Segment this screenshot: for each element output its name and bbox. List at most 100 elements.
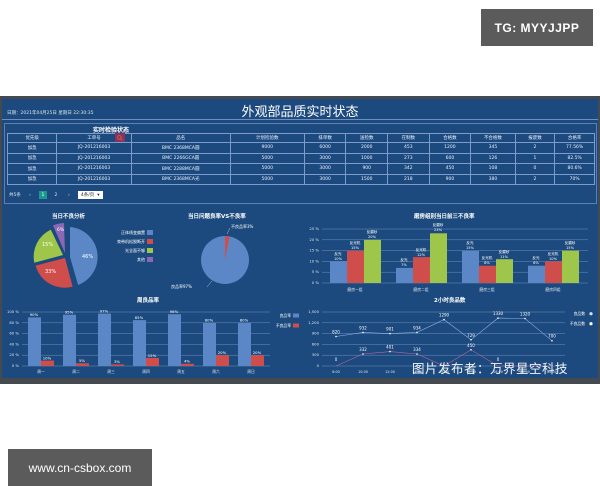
cell-pass-rate: 77.56% [554,142,595,154]
svg-text:85%: 85% [135,315,144,320]
svg-text:97%: 97% [100,309,109,314]
svg-text:700: 700 [548,334,556,339]
legend-label: 其他 [137,256,145,262]
table-row[interactable]: 加急 JQ-201216003 BMC 2266GCA圆 5000 3000 1… [6,152,595,164]
svg-text:反光机: 反光机 [416,247,427,252]
svg-text:96%: 96% [170,309,179,314]
svg-text:40 %: 40 % [9,342,19,347]
cell-submitted: 2000 [345,142,389,154]
bad-count-line [335,349,552,367]
pagination: 共5条 ‹ 1 2 › 4条/页 ▾ [9,191,103,199]
svg-text:8%: 8% [533,261,539,265]
col-scrapped[interactable]: 报废数 [514,133,556,143]
cell-order-no: JQ-201216003 [56,152,132,164]
svg-text:4%: 4% [184,359,190,364]
col-order-no[interactable]: 工单号 [56,133,132,143]
svg-text:反磨砂: 反磨砂 [499,249,510,254]
svg-text:反光: 反光 [400,257,408,262]
cell-failed: 380 [470,173,516,185]
pagination-page-1[interactable]: 1 [38,191,47,199]
col-scheduled[interactable]: 排单数 [303,133,347,143]
dropdown-caret-icon: ▾ [97,192,100,198]
col-wip[interactable]: 在制数 [387,133,430,143]
cell-product: BMC 2368MCA圆 [130,142,231,154]
legend-swatch [147,230,153,235]
col-plan-qty[interactable]: 计划检验数 [229,133,305,143]
weekly-yield-chart: 0 % 20 % 40 % 60 % 80 % 100 % 90% 95% 97% 85% … [7,309,299,374]
weekly-yield-legend: 良品率 不良品率 [276,313,299,328]
cell-failed: 345 [470,142,516,154]
col-pass-rate[interactable]: 合格率 [554,133,595,143]
page-size-select[interactable]: 4条/页 ▾ [77,191,103,199]
bad-rate-bars [41,355,264,366]
col-priority[interactable]: 优先级 [6,133,58,143]
bar-value-labels: 90% 95% 97% 85% 96% 80% 80% 10% 5% 3% 15% 4% 20% 2… [30,309,262,365]
svg-text:80%: 80% [240,318,249,323]
col-passed[interactable]: 合格数 [428,133,472,143]
hourly-line-chart: 0 300 600 900 1,200 1,500 820 932 901 934 1290… [308,309,593,374]
svg-text:8:00: 8:00 [332,370,340,374]
svg-text:334: 334 [413,347,421,352]
svg-text:10:00: 10:00 [358,370,368,374]
cell-plan-qty: 9000 [229,142,305,154]
table-row[interactable]: 加急 JQ-201216003 BMC 2288MCA圆 5000 3000 9… [6,163,595,175]
svg-text:10 %: 10 % [309,259,319,264]
svg-text:1330: 1330 [493,311,504,316]
pagination-next-button[interactable]: › [67,192,70,198]
pagination-prev-button[interactable]: ‹ [28,192,31,198]
cell-scheduled: 3000 [303,152,347,164]
svg-text:周四: 周四 [142,369,150,374]
col-failed[interactable]: 不合格数 [470,133,516,143]
cell-priority: 加急 [6,152,58,164]
pagination-page-2[interactable]: 2 [54,192,58,198]
cell-order-no: JQ-201216003 [56,142,132,154]
cell-plan-qty: 5000 [229,152,305,164]
pie-slice-15 [33,229,63,263]
pie-slice-46 [70,227,98,285]
hourly-line-legend: 良品数 不良品数 [570,311,593,326]
svg-text:反磨砂: 反磨砂 [367,229,378,234]
svg-text:磨房二组: 磨房二组 [413,287,428,292]
svg-text:0: 0 [497,357,500,362]
y-axis-ticks: 0 300 600 900 1,200 1,500 [308,309,319,368]
cell-scheduled: 3000 [303,163,347,175]
dashboard: 日期：2021年04月25日 星期日 22:30:35 外观部品质实时状态 实时… [2,99,598,378]
table-row[interactable]: 加急 JQ-201216003 BMC 2368MCA圆 9000 6000 2… [6,142,595,154]
svg-text:20 %: 20 % [309,237,319,242]
svg-text:12:00: 12:00 [385,370,395,374]
col-submitted[interactable]: 送检数 [345,133,389,143]
svg-text:良品数: 良品数 [574,311,586,316]
cell-scrapped: 2 [514,142,556,154]
defect-pie-chart: 46% 33% 15% 6% 正体线变偏置 束带机松脱断开 光全面不够 其他 [33,223,153,288]
svg-text:14:00: 14:00 [412,370,422,374]
svg-text:15%: 15% [566,246,575,250]
cell-order-no: JQ-201216003 [56,173,132,185]
weekly-yield-title: 周良品率 [137,298,160,304]
cell-wip: 218 [387,173,430,185]
svg-text:周三: 周三 [107,369,115,374]
svg-text:磨房三组: 磨房三组 [479,287,494,292]
svg-text:12%: 12% [417,253,426,257]
svg-text:7%: 7% [401,263,407,267]
svg-text:18:00: 18:00 [493,370,503,374]
svg-text:反磨砂: 反磨砂 [565,240,576,245]
monitor-frame: 日期：2021年04月25日 星期日 22:30:35 外观部品质实时状态 实时… [0,96,600,384]
svg-text:401: 401 [386,345,394,350]
pie-label-46: 46% [82,254,93,260]
svg-text:20%: 20% [368,235,377,239]
cell-priority: 加急 [6,173,58,185]
cell-passed: 600 [428,152,472,164]
cell-passed: 900 [428,173,472,185]
cell-pass-rate: 70% [554,173,595,185]
search-icon[interactable] [115,133,125,142]
cell-pass-rate: 80.6% [554,163,595,175]
table-header-row: 优先级 工单号 品名 计划检验数 排单数 送检数 在制数 合格数 不合格数 报废… [6,133,595,143]
legend-label: 光全面不够 [125,247,145,253]
svg-text:反光: 反光 [532,255,540,260]
col-product[interactable]: 品名 [130,133,231,143]
hourly-line-title: 2小时良品数 [434,298,466,304]
svg-text:周日: 周日 [247,369,255,374]
table-row[interactable]: 加急 JQ-201216003 BMC 2368MCA光 5000 3000 1… [6,173,595,185]
